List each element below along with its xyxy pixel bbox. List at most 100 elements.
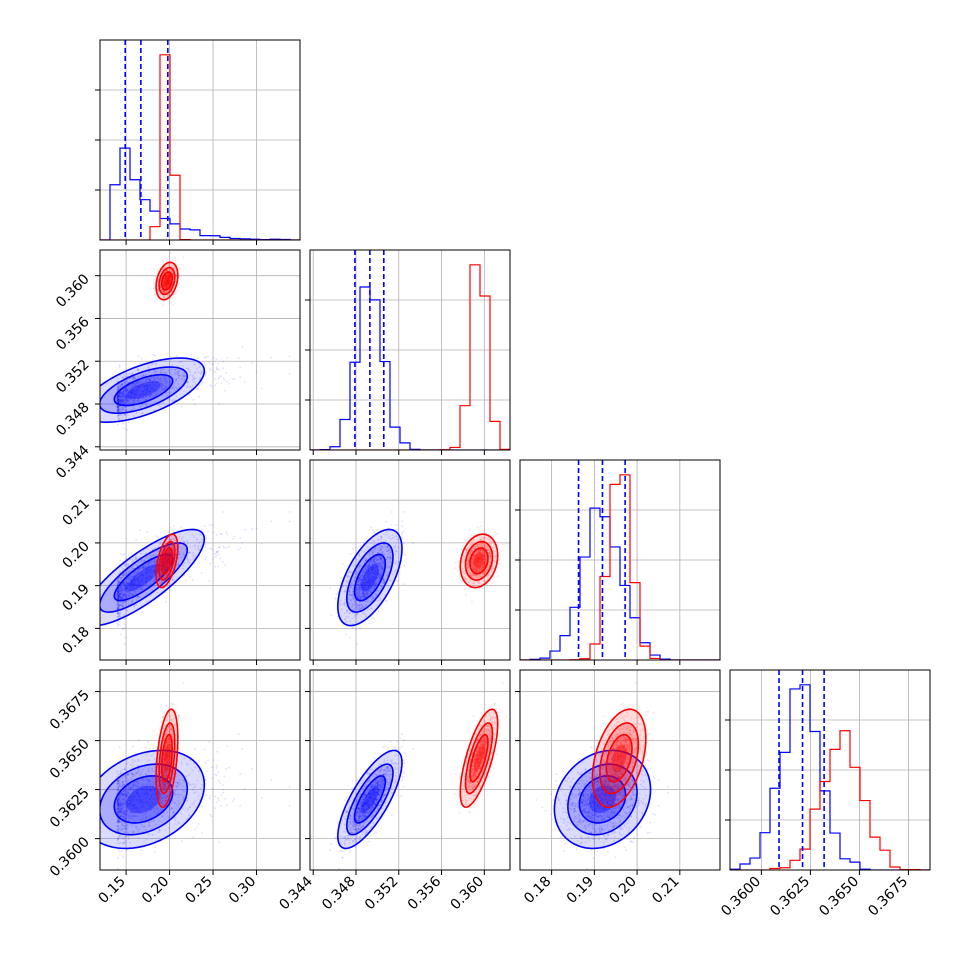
y-tick-label: 0.18 [59, 624, 92, 657]
density-fill-blue [567, 764, 638, 835]
histogram-blue [730, 684, 930, 870]
panel-border [99, 249, 301, 451]
contour-blue [100, 357, 206, 423]
x-tick-label: 0.20 [607, 874, 640, 907]
density-fill-blue [126, 785, 161, 814]
x-tick-label: 0.3600 [718, 874, 764, 920]
contour-red [155, 261, 179, 301]
histogram-blue [520, 507, 720, 660]
y-tick-label: 0.360 [53, 271, 93, 311]
density-fill-blue [360, 564, 379, 591]
density-fill-red [470, 734, 488, 782]
density-fill-red [460, 709, 498, 808]
hist-panel-4 [730, 670, 930, 870]
x-tick-label: 0.344 [276, 873, 316, 913]
density-fill-blue [554, 750, 651, 849]
contour-blue [113, 373, 174, 407]
panel-border [309, 459, 511, 661]
contour-red [464, 540, 494, 581]
contour-blue [100, 366, 189, 415]
density-fill-blue [337, 750, 402, 849]
hist-panel-2 [310, 250, 510, 450]
contour-red [158, 266, 176, 296]
contour-red [160, 733, 173, 783]
density-fill-blue [114, 775, 173, 823]
scatter-panel-4-3 [520, 670, 720, 870]
contour-red [158, 540, 176, 581]
contour-blue [553, 749, 652, 850]
scatter-points-blue [329, 511, 415, 645]
hist-panel-1 [100, 40, 300, 240]
y-tick-label: 0.3625 [47, 785, 93, 831]
contour-blue [567, 763, 638, 836]
contour-blue [100, 528, 206, 626]
density-fill-blue [337, 529, 402, 626]
contour-blue [578, 775, 627, 824]
histogram-blue [310, 286, 510, 450]
contour-blue [337, 528, 403, 627]
density-fill-red [606, 734, 632, 782]
scatter-panel-2-1 [100, 250, 300, 450]
y-tick-label: 0.20 [59, 538, 92, 571]
density-fill-blue [346, 542, 393, 613]
x-tick-label: 0.21 [649, 874, 682, 907]
histogram-red [100, 54, 300, 240]
panel-border [309, 669, 511, 871]
panel-border [99, 459, 301, 661]
contour-red [160, 547, 173, 575]
density-fill-blue [360, 785, 379, 814]
density-fill-blue [354, 554, 386, 601]
density-fill-blue [579, 775, 626, 823]
x-tick-label: 0.3650 [816, 874, 862, 920]
hist-panel-3 [520, 460, 720, 660]
histogram-blue [100, 147, 300, 240]
density-fill-red [473, 744, 485, 772]
contour-red [155, 533, 179, 589]
density-fill-red [163, 744, 170, 772]
density-fill-red [473, 553, 485, 569]
contour-red [459, 533, 499, 589]
density-fill-red [163, 553, 170, 569]
histogram-red [730, 730, 930, 870]
x-tick-label: 0.18 [521, 874, 554, 907]
contour-red [158, 722, 176, 795]
contour-blue [353, 553, 387, 602]
density-fill-red [465, 722, 493, 794]
density-fill-red [599, 722, 639, 794]
x-tick-label: 0.15 [96, 874, 129, 907]
density-fill-blue [100, 750, 205, 849]
contour-blue [100, 763, 189, 836]
density-fill-red [156, 709, 178, 808]
scatter-panel-4-2 [310, 670, 510, 870]
contour-red [605, 733, 633, 783]
density-fill-blue [126, 381, 161, 400]
y-tick-label: 0.352 [53, 357, 93, 397]
density-fill-red [470, 548, 488, 574]
panel-border [519, 669, 721, 871]
x-tick-label: 0.3675 [865, 874, 911, 920]
scatter-panel-4-1 [100, 670, 300, 870]
y-tick-label: 0.19 [59, 581, 92, 614]
contour-red [459, 708, 499, 809]
density-fill-blue [100, 542, 188, 613]
y-tick-label: 0.356 [53, 314, 93, 354]
y-tick-label: 0.344 [53, 442, 93, 482]
scatter-panel-3-2 [310, 460, 510, 660]
x-tick-label: 0.20 [139, 874, 172, 907]
density-fill-red [156, 262, 178, 300]
contour-red [160, 271, 173, 291]
y-tick-label: 0.21 [59, 496, 92, 529]
scatter-panel-3-1 [100, 460, 300, 660]
density-fill-red [163, 275, 170, 287]
contour-red [469, 733, 489, 783]
panel-border [99, 669, 301, 871]
y-tick-label: 0.3650 [47, 736, 93, 782]
density-fill-blue [100, 367, 188, 414]
density-fill-blue [346, 764, 393, 835]
contour-blue [337, 749, 403, 850]
x-tick-label: 0.348 [319, 874, 359, 914]
density-fill-blue [114, 554, 173, 601]
histogram-red [520, 474, 720, 660]
x-tick-label: 0.352 [362, 874, 402, 914]
